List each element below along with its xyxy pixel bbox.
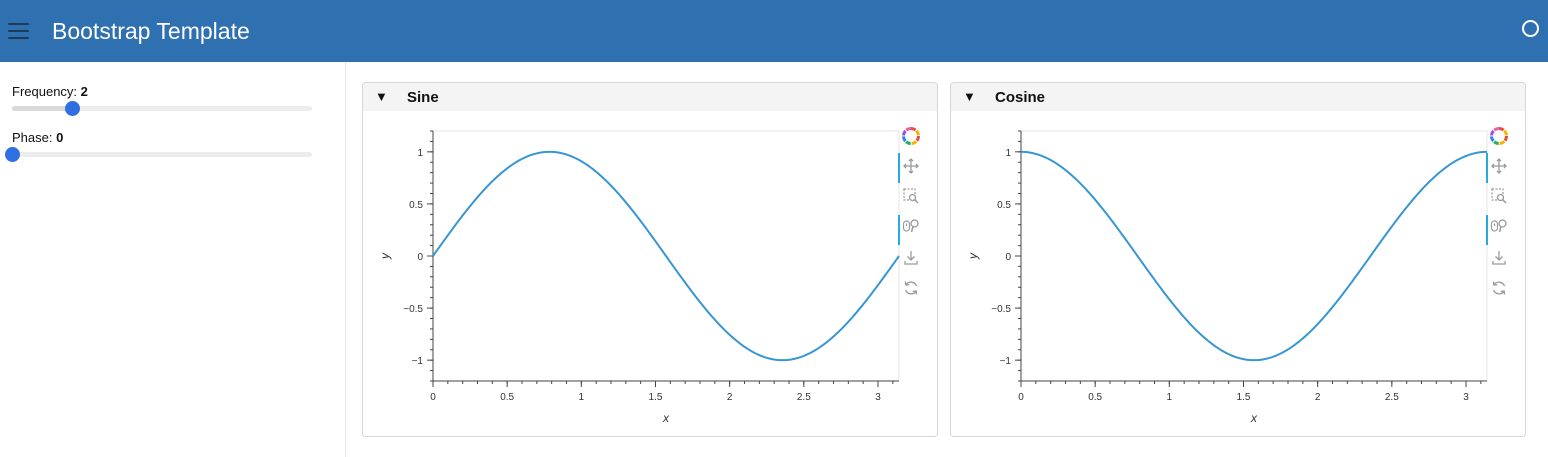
cosine-card: ▼ Cosine −1 −0.5 0 0.5 1 0 0.5 1 1.5 2 2.5 3 x y	[950, 82, 1526, 437]
x-tick-label: 0.5	[500, 392, 514, 403]
active-tool-indicator	[898, 153, 900, 183]
phase-slider-handle[interactable]	[5, 147, 20, 162]
reset-icon[interactable]	[1490, 279, 1508, 297]
frequency-slider[interactable]	[12, 101, 312, 116]
y-tick-label: 1	[417, 148, 423, 159]
x-tick-label: 3	[875, 392, 881, 403]
phase-value: 0	[56, 130, 64, 145]
collapse-toggle-icon[interactable]: ▼	[963, 89, 976, 104]
x-axis-label: x	[1250, 411, 1258, 425]
y-tick-label: 0.5	[409, 200, 423, 211]
x-tick-label: 0	[1018, 392, 1024, 403]
sine-card-title: Sine	[407, 89, 439, 106]
x-tick-label: 2	[727, 392, 733, 403]
cosine-plot[interactable]: −1 −0.5 0 0.5 1 0 0.5 1 1.5 2 2.5 3 x y	[951, 111, 1491, 431]
y-tick-label: −0.5	[991, 304, 1011, 315]
series-line	[432, 150, 900, 362]
x-tick-label: 0	[430, 392, 436, 403]
hamburger-icon[interactable]	[8, 22, 30, 40]
sidebar: Frequency: 2 Phase: 0	[0, 62, 346, 457]
y-axis-label: y	[966, 252, 980, 260]
x-tick-label: 2.5	[797, 392, 811, 403]
sine-card-header: ▼ Sine	[363, 83, 937, 111]
box-zoom-icon[interactable]	[902, 187, 920, 205]
plot-frame	[1020, 130, 1488, 382]
series-line	[1020, 150, 1488, 362]
y-tick-label: 1	[1005, 148, 1011, 159]
y-tick-label: 0	[1005, 252, 1011, 263]
busy-indicator-icon	[1522, 20, 1539, 37]
frequency-value: 2	[80, 84, 88, 99]
y-tick-label: −1	[1000, 356, 1012, 367]
plot-toolbar	[1486, 127, 1516, 307]
phase-slider[interactable]	[5, 147, 312, 162]
x-axis-label: x	[662, 411, 670, 425]
x-tick-label: 0.5	[1088, 392, 1102, 403]
phase-label: Phase: 0	[12, 130, 64, 145]
x-tick-label: 1	[579, 392, 585, 403]
bokeh-logo-icon	[902, 127, 920, 145]
frequency-slider-handle[interactable]	[65, 101, 80, 116]
frequency-slider-fill	[12, 106, 72, 111]
x-tick-label: 1	[1167, 392, 1173, 403]
save-icon[interactable]	[1490, 249, 1508, 267]
wheel-zoom-icon[interactable]	[1490, 217, 1508, 235]
x-tick-label: 2	[1315, 392, 1321, 403]
save-icon[interactable]	[902, 249, 920, 267]
active-tool-indicator	[898, 215, 900, 245]
bokeh-logo-icon	[1490, 127, 1508, 145]
cosine-card-title: Cosine	[995, 89, 1046, 106]
wheel-zoom-icon[interactable]	[902, 217, 920, 235]
y-tick-label: −1	[412, 356, 424, 367]
y-tick-label: 0	[417, 252, 423, 263]
frequency-label: Frequency: 2	[12, 84, 88, 99]
collapse-toggle-icon[interactable]: ▼	[375, 89, 388, 104]
pan-icon[interactable]	[902, 157, 920, 175]
reset-icon[interactable]	[902, 279, 920, 297]
app-title: Bootstrap Template	[52, 18, 250, 44]
sine-card: ▼ Sine −1 −0.5 0 0.5 1 0 0.5 1 1.5 2 2.5 3 x y	[362, 82, 938, 437]
y-tick-label: 0.5	[997, 200, 1011, 211]
active-tool-indicator	[1486, 153, 1488, 183]
x-tick-label: 3	[1463, 392, 1469, 403]
plot-toolbar	[898, 127, 928, 307]
x-tick-label: 2.5	[1385, 392, 1399, 403]
y-axis-label: y	[378, 252, 392, 260]
x-tick-label: 1.5	[649, 392, 663, 403]
box-zoom-icon[interactable]	[1490, 187, 1508, 205]
x-tick-label: 1.5	[1237, 392, 1251, 403]
app-header: Bootstrap Template	[0, 0, 1548, 62]
active-tool-indicator	[1486, 215, 1488, 245]
sine-plot[interactable]: −1 −0.5 0 0.5 1 0 0.5 1 1.5 2 2.5 3 x y	[363, 111, 903, 431]
pan-icon[interactable]	[1490, 157, 1508, 175]
y-tick-label: −0.5	[403, 304, 423, 315]
cosine-card-header: ▼ Cosine	[951, 83, 1525, 111]
